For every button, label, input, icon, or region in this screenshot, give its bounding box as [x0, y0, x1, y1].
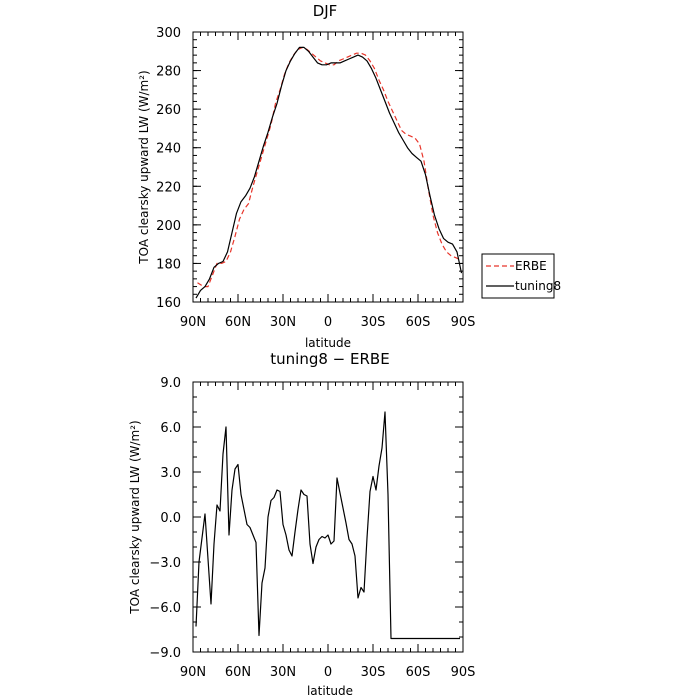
top-x-tick-label: 30N	[270, 315, 296, 330]
top-x-tick-label: 60S	[406, 315, 431, 330]
bottom-x-tick-label: 60N	[225, 665, 251, 680]
top-x-tick-label: 30S	[361, 315, 386, 330]
top-x-tick-label: 0	[324, 315, 332, 330]
bottom-y-tick-label: 9.0	[160, 376, 181, 391]
top-y-tick-label: 160	[156, 296, 181, 311]
top-panel: DJF 90N 60N 30N 0 30S 60S 90S 160 180 200 220 240 26…	[137, 2, 561, 350]
top-x-axis-title: latitude	[305, 336, 351, 350]
bottom-x-tick-label: 90N	[180, 665, 206, 680]
top-series-line-tuning8	[195, 46, 463, 299]
top-y-tick-label: 300	[156, 26, 181, 41]
legend-label-erbe: ERBE	[515, 259, 547, 273]
legend-box	[481, 253, 555, 299]
bottom-x-tick-label: 60S	[406, 665, 431, 680]
bottom-y-tick-label: −6.0	[149, 601, 181, 616]
bottom-y-axis-title: TOA clearsky upward LW (W/m²)	[128, 420, 142, 614]
top-x-tick-label: 60N	[225, 315, 251, 330]
top-y-tick-label: 280	[156, 65, 181, 80]
bottom-x-tick-label: 0	[324, 665, 332, 680]
top-series-group	[195, 46, 463, 299]
top-series-line-erbe	[197, 46, 461, 288]
bottom-axis-ticks: 90N 60N 30N 0 30S 60S 90S −9.0 −6.0 −3.0 0.0 3.0 6.0…	[149, 376, 475, 680]
bottom-x-tick-label: 30N	[270, 665, 296, 680]
top-y-axis-title: TOA clearsky upward LW (W/m²)	[137, 70, 151, 264]
top-x-tick-label: 90N	[180, 315, 206, 330]
bottom-chart-title: tuning8 − ERBE	[270, 350, 389, 368]
bottom-panel: tuning8 − ERBE 90N 60N 30N 0 30S 60S 90S −9.0 −6…	[128, 350, 475, 698]
bottom-series-line-difference	[195, 411, 460, 640]
top-x-tick-label: 90S	[451, 315, 476, 330]
bottom-y-tick-label: −9.0	[149, 646, 181, 661]
top-y-tick-label: 240	[156, 142, 181, 157]
bottom-series-group	[195, 411, 460, 640]
bottom-y-tick-label: 3.0	[160, 466, 181, 481]
bottom-x-tick-label: 90S	[451, 665, 476, 680]
top-y-tick-label: 260	[156, 103, 181, 118]
bottom-y-tick-label: −3.0	[149, 556, 181, 571]
bottom-y-tick-label: 6.0	[160, 421, 181, 436]
top-chart-title: DJF	[313, 2, 338, 20]
top-y-tick-label: 200	[156, 219, 181, 234]
bottom-y-tick-label: 0.0	[160, 511, 181, 526]
bottom-plot-frame	[192, 381, 464, 653]
legend: ERBE tuning8	[481, 253, 561, 299]
bottom-x-axis-title: latitude	[307, 684, 353, 698]
bottom-x-tick-label: 30S	[361, 665, 386, 680]
top-y-tick-label: 180	[156, 257, 181, 272]
bottom-minor-ticks	[192, 381, 464, 653]
top-y-tick-label: 220	[156, 180, 181, 195]
legend-label-tuning8: tuning8	[515, 279, 561, 293]
top-axis-ticks: 90N 60N 30N 0 30S 60S 90S 160 180 200 220 240 260 280…	[156, 26, 475, 330]
